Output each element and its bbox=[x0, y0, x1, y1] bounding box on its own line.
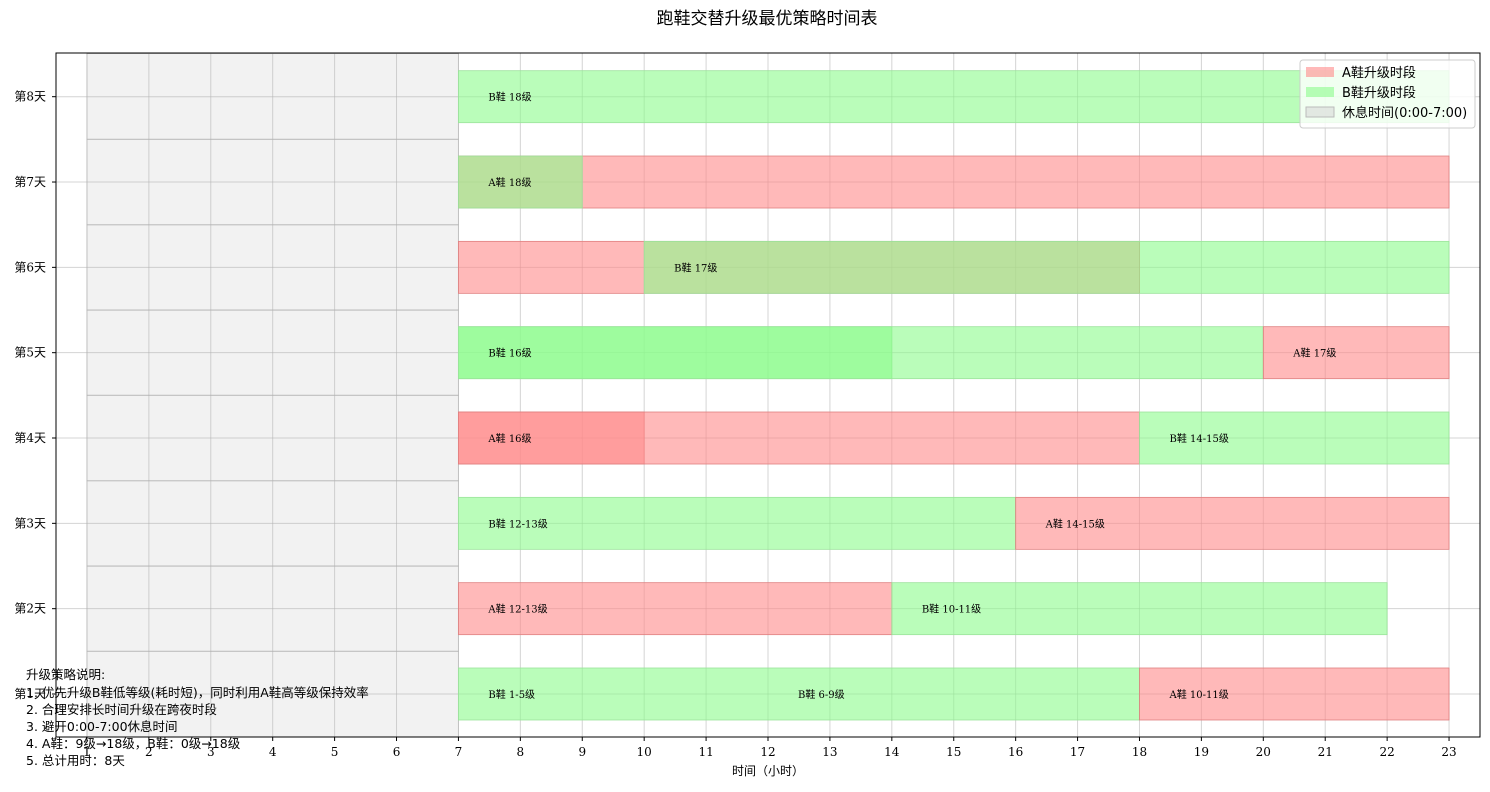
x-tick-label: 13 bbox=[822, 745, 837, 759]
x-tick-label: 22 bbox=[1379, 745, 1394, 759]
legend-label: 休息时间(0:00-7:00) bbox=[1342, 105, 1467, 121]
bar-b-shoe bbox=[1139, 411, 1450, 465]
y-tick-label: 第1天 bbox=[14, 687, 46, 701]
y-tick-label: 第5天 bbox=[14, 346, 46, 360]
x-tick-label: 16 bbox=[1008, 745, 1023, 759]
bar-label: B鞋 1-5级 bbox=[488, 688, 535, 701]
y-tick-label: 第6天 bbox=[14, 260, 46, 274]
bar-b-shoe bbox=[458, 155, 583, 209]
notes-line: 4. A鞋：9级→18级，B鞋：0级→18级 bbox=[26, 736, 241, 751]
bar-b-shoe bbox=[458, 496, 1017, 550]
notes-line: 2. 合理安排长时间升级在跨夜时段 bbox=[26, 702, 217, 717]
bar-a-shoe bbox=[458, 582, 893, 636]
bar-labels-layer: B鞋 1-5级 B鞋 6-9级 A鞋 10-11级 A鞋 12-13级 B鞋 10-11… bbox=[487, 91, 1336, 701]
legend-swatch-rest bbox=[1305, 106, 1335, 118]
bar-b-shoe bbox=[643, 240, 1450, 294]
notes-line: 1. 优先升级B鞋低等级(耗时短)，同时利用A鞋高等级保持效率 bbox=[26, 685, 369, 700]
bar-label: B鞋 12-13级 bbox=[488, 517, 547, 530]
legend-swatch-b bbox=[1306, 87, 1334, 97]
x-ticks: 1 2 3 4 5 6 7 8 9 10 11 12 13 14 15 16 17 18 19 20 21 22 23 bbox=[83, 737, 1457, 759]
x-tick-label: 1 bbox=[83, 745, 91, 759]
notes-lines: 1. 优先升级B鞋低等级(耗时短)，同时利用A鞋高等级保持效率 2. 合理安排长时… bbox=[26, 685, 369, 768]
legend-box bbox=[1299, 59, 1476, 129]
bar-b-shoe bbox=[891, 582, 1388, 636]
x-tick-label: 11 bbox=[698, 745, 713, 759]
x-tick-label: 9 bbox=[578, 745, 586, 759]
strategy-notes: 升级策略说明: 1. 优先升级B鞋低等级(耗时短)，同时利用A鞋高等级保持效率 2… bbox=[26, 667, 369, 768]
x-tick-label: 20 bbox=[1256, 745, 1271, 759]
x-tick-label: 14 bbox=[884, 745, 900, 759]
y-tick-label: 第2天 bbox=[14, 602, 46, 616]
bar-b-shoe bbox=[458, 326, 1264, 380]
y-tick-label: 第4天 bbox=[14, 431, 46, 445]
x-tick-label: 17 bbox=[1070, 745, 1085, 759]
y-tick-label: 第7天 bbox=[14, 175, 46, 189]
bar-a-shoe bbox=[458, 155, 1450, 209]
x-tick-label: 5 bbox=[331, 745, 339, 759]
x-tick-label: 12 bbox=[760, 745, 775, 759]
legend-label: B鞋升级时段 bbox=[1342, 85, 1416, 101]
x-tick-label: 23 bbox=[1441, 745, 1456, 759]
y-tick-label: 第3天 bbox=[14, 516, 46, 530]
x-tick-label: 8 bbox=[517, 745, 525, 759]
bar-label: B鞋 18级 bbox=[488, 91, 531, 104]
bar-label: A鞋 17级 bbox=[1292, 347, 1336, 360]
bar-label: A鞋 10-11级 bbox=[1168, 688, 1228, 701]
bar-label: B鞋 14-15级 bbox=[1169, 432, 1228, 445]
bar-a-shoe bbox=[1262, 326, 1450, 380]
bar-label: A鞋 14-15级 bbox=[1045, 517, 1105, 530]
bar-label: B鞋 10-11级 bbox=[922, 603, 981, 616]
x-tick-label: 7 bbox=[455, 745, 463, 759]
bar-a-shoe bbox=[1139, 667, 1450, 721]
bar-label: A鞋 16级 bbox=[487, 432, 531, 445]
x-tick-label: 18 bbox=[1132, 745, 1147, 759]
chart-title: 跑鞋交替升级最优策略时间表 bbox=[657, 9, 878, 29]
bar-a-shoe bbox=[458, 411, 1140, 465]
x-tick-label: 19 bbox=[1194, 745, 1209, 759]
legend-label: A鞋升级时段 bbox=[1342, 65, 1416, 81]
x-tick-label: 3 bbox=[207, 745, 215, 759]
bar-a-shoe bbox=[1015, 496, 1450, 550]
x-tick-label: 2 bbox=[145, 745, 153, 759]
x-tick-label: 4 bbox=[269, 745, 277, 759]
x-tick-label: 6 bbox=[393, 745, 401, 759]
notes-heading: 升级策略说明: bbox=[26, 667, 105, 682]
bars-layer bbox=[458, 70, 1450, 721]
bar-label: B鞋 17级 bbox=[674, 261, 717, 274]
x-axis-label: 时间（小时） bbox=[732, 764, 804, 778]
x-tick-label: 21 bbox=[1318, 745, 1333, 759]
bar-label: B鞋 6-9级 bbox=[798, 688, 845, 701]
bar-label: A鞋 18级 bbox=[487, 176, 531, 189]
y-tick-label: 第8天 bbox=[14, 90, 46, 104]
bar-label: B鞋 16级 bbox=[488, 347, 531, 360]
x-tick-label: 15 bbox=[946, 745, 961, 759]
bar-label: A鞋 12-13级 bbox=[487, 603, 547, 616]
x-tick-label: 10 bbox=[637, 745, 652, 759]
legend-swatch-a bbox=[1306, 67, 1334, 77]
y-ticks: 第1天 第2天 第3天 第4天 第5天 第6天 第7天 第8天 bbox=[14, 90, 56, 701]
notes-line: 5. 总计用时：8天 bbox=[26, 753, 125, 768]
bar-b-shoe bbox=[458, 667, 1140, 721]
notes-line: 3. 避开0:00-7:00休息时间 bbox=[26, 719, 178, 734]
